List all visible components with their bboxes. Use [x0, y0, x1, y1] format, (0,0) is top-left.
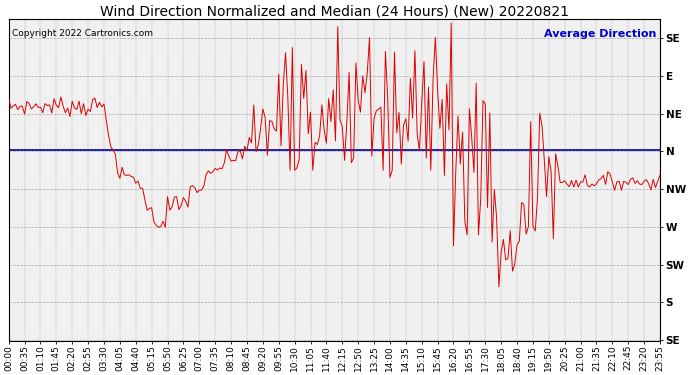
Title: Wind Direction Normalized and Median (24 Hours) (New) 20220821: Wind Direction Normalized and Median (24…	[100, 4, 569, 18]
Text: Copyright 2022 Cartronics.com: Copyright 2022 Cartronics.com	[12, 29, 153, 38]
Text: Average Direction: Average Direction	[544, 29, 657, 39]
